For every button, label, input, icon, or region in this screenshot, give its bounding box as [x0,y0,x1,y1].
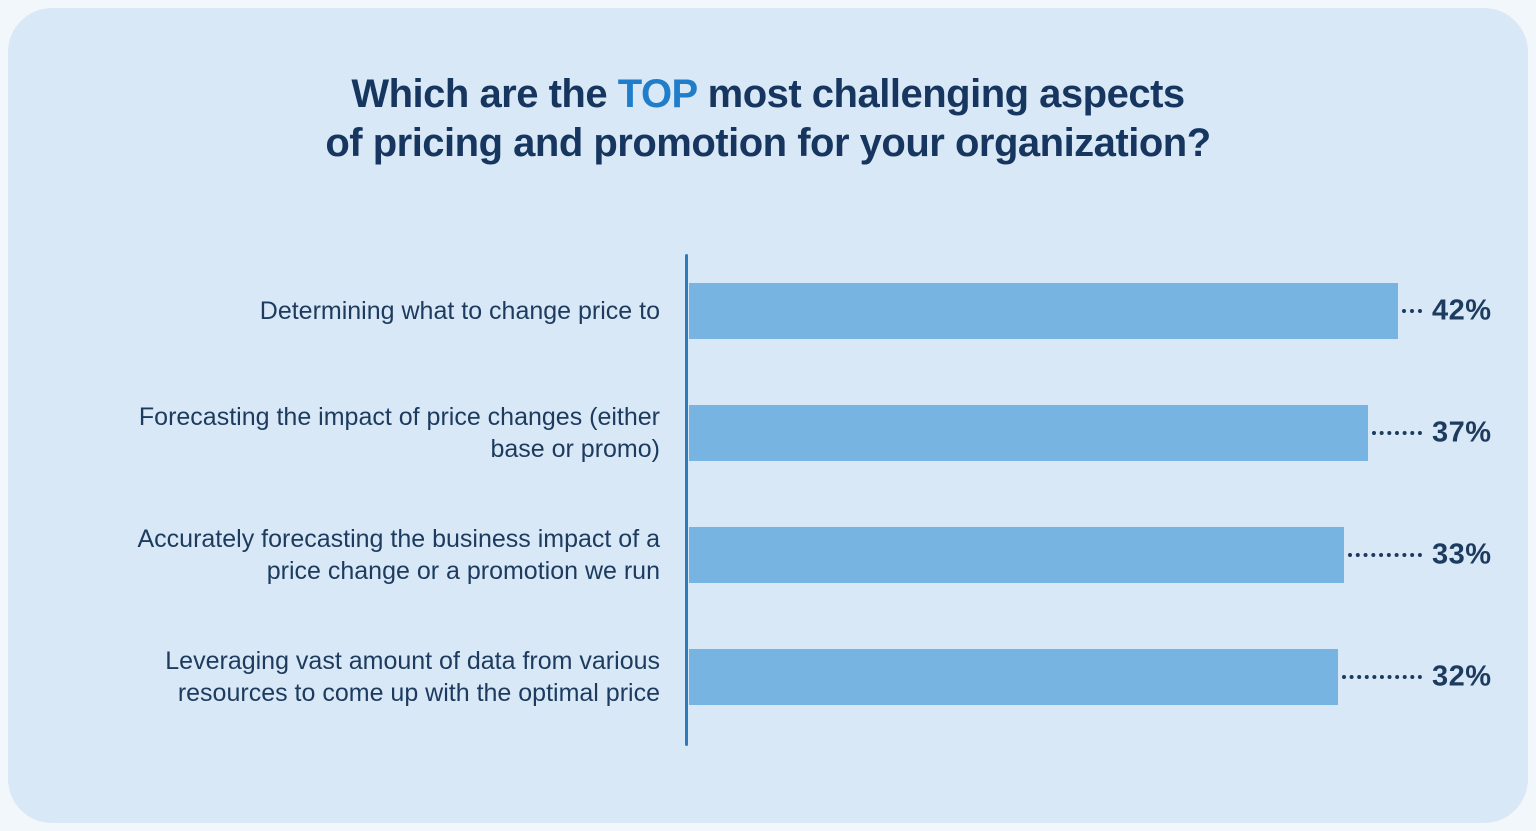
bar-row: Accurately forecasting the business impa… [0,494,1536,616]
title-line-2: of pricing and promotion for your organi… [325,121,1211,165]
category-label: Leveraging vast amount of data from vari… [165,647,660,707]
title-text-prefix: Which are the [351,72,618,116]
bar-rows: Determining what to change price to 42% Fo… [0,250,1536,738]
value-label: 42% [1432,294,1492,327]
bar [689,405,1368,461]
y-axis-line [685,254,688,746]
bar-row: Determining what to change price to 42% [0,250,1536,372]
bar [689,649,1338,705]
value-label: 33% [1432,538,1492,571]
bar-row: Leveraging vast amount of data from vari… [0,616,1536,738]
bar [689,283,1398,339]
leader-dotted-line [1372,431,1422,435]
title-highlight: TOP [617,72,698,116]
bar [689,527,1344,583]
category-label: Forecasting the impact of price changes … [138,403,660,463]
leader-dotted-line [1342,675,1422,679]
category-label: Accurately forecasting the business impa… [137,525,661,585]
value-label: 32% [1432,660,1492,693]
leader-dotted-line [1348,553,1422,557]
category-label: Determining what to change price to [259,297,660,325]
leader-dotted-line [1402,309,1422,313]
title-text-suffix: most challenging aspects [697,72,1186,116]
bar-chart: Determining what to change price to 42% Fo… [0,250,1536,746]
bar-row: Forecasting the impact of price changes … [0,372,1536,494]
title-line-1: Which are the TOP most challenging aspec… [0,70,1536,119]
chart-title: Which are the TOP most challenging aspec… [0,70,1536,168]
value-label: 37% [1432,416,1492,449]
